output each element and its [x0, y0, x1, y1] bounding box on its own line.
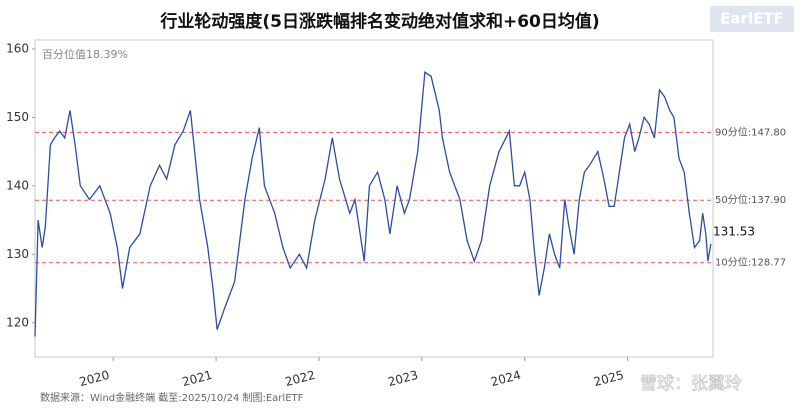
data-line: [34, 71, 712, 337]
y-tick-label: 160: [6, 41, 29, 55]
reference-label: 50分位:137.90: [715, 193, 786, 206]
reference-label: 90分位:147.80: [715, 125, 786, 138]
y-tick-label: 150: [6, 110, 29, 124]
y-tick-label: 140: [6, 178, 29, 192]
last-value-label: 131.53: [713, 224, 755, 238]
watermark: 雪球：张翼玲: [640, 374, 742, 394]
y-tick-label: 120: [6, 315, 29, 329]
y-tick-label: 130: [6, 247, 29, 261]
plot-area: [34, 39, 714, 358]
logo: EarlETF: [720, 10, 784, 28]
annotation: 百分位值18.39%: [42, 47, 128, 61]
reference-label: 10分位:128.77: [715, 256, 786, 269]
source-note: 数据来源：Wind金融终端 截至:2025/10/24 制图:EarlETF: [40, 391, 304, 404]
chart-title: 行业轮动强度(5日涨跌幅排名变动绝对值求和+60日均值): [159, 11, 599, 32]
logo-box: [710, 6, 794, 32]
